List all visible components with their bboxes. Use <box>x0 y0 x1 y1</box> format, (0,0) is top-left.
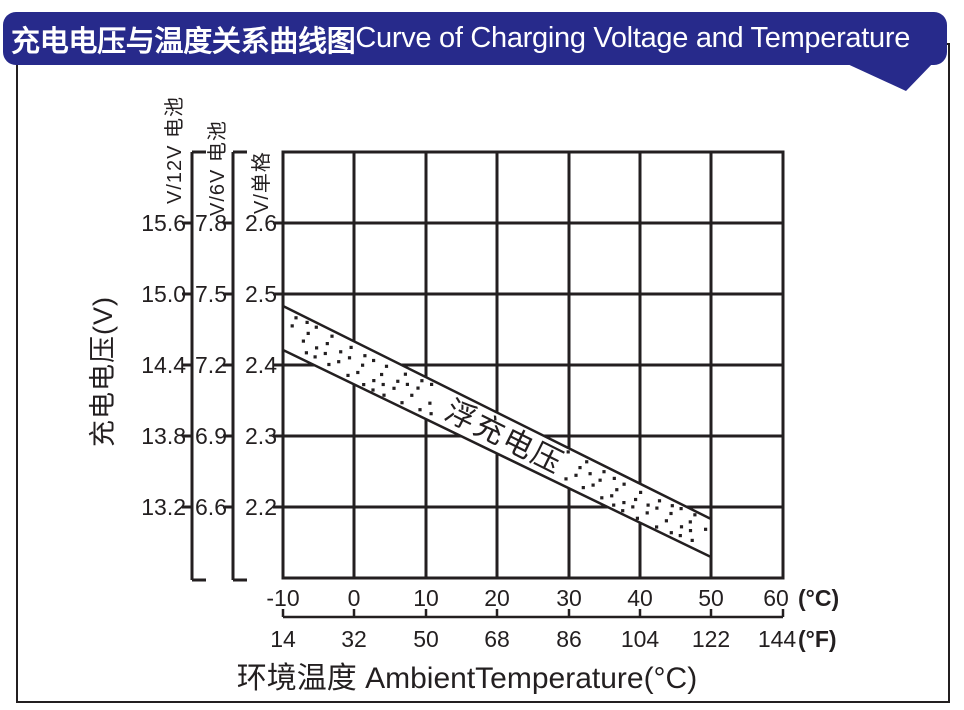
y-axis-6v <box>223 150 247 582</box>
y-ticks-6v: 7.8 7.5 7.2 6.9 6.6 <box>195 210 227 520</box>
y-tick-label: 7.5 <box>195 281 227 307</box>
x-tick-label: 68 <box>484 626 510 652</box>
y-axis-12v-label: V/12V 电池 <box>163 96 186 204</box>
x-tick-label: 122 <box>692 626 730 652</box>
x-tick-label: 0 <box>348 585 361 611</box>
y-tick-label: 14.4 <box>141 352 186 378</box>
x-tick-label: 50 <box>698 585 724 611</box>
x-tick-label: 86 <box>556 626 582 652</box>
x-tick-label: 144 <box>758 626 797 652</box>
x-tick-label: 30 <box>556 585 582 611</box>
y-tick-label: 6.6 <box>195 494 227 520</box>
y-axis-title: 充电电压(V) <box>88 296 118 447</box>
y-tick-label: 2.2 <box>245 494 277 520</box>
y-ticks-12v: 15.6 15.0 14.4 13.8 13.2 <box>141 210 186 520</box>
y-tick-label: 2.3 <box>245 423 277 449</box>
y-tick-label: 2.5 <box>245 281 277 307</box>
y-tick-label: 6.9 <box>195 423 227 449</box>
x-tick-label: 40 <box>627 585 653 611</box>
fahrenheit-unit-label: (°F) <box>798 626 837 652</box>
y-tick-label: 13.2 <box>141 494 186 520</box>
x-tick-label: 50 <box>413 626 439 652</box>
banner-title-en: Curve of Charging Voltage and Temperatur… <box>355 22 911 54</box>
y-axis-6v-label: V/6V 电池 <box>206 120 229 216</box>
band-dots <box>290 316 708 542</box>
celsius-unit-label: (°C) <box>798 585 839 611</box>
y-tick-label: 2.6 <box>245 210 277 236</box>
y-tick-label: 2.4 <box>245 352 277 378</box>
y-tick-label: 15.0 <box>141 281 186 307</box>
band-outline <box>281 303 713 559</box>
x-ticks-celsius: -10 0 10 20 30 40 50 60 (°C) <box>266 585 839 611</box>
x-tick-label: -10 <box>266 585 299 611</box>
y-axis-cell-ticks <box>273 221 283 509</box>
banner-title-zh: 充电电压与温度关系曲线图 <box>11 25 356 58</box>
y-tick-label: 7.8 <box>195 210 227 236</box>
fahrenheit-axis <box>281 609 785 619</box>
y-axis-12v <box>182 150 206 582</box>
y-tick-label: 13.8 <box>141 423 186 449</box>
x-axis-title: 环境温度 AmbientTemperature(°C) <box>237 662 697 695</box>
x-tick-label: 32 <box>341 626 367 652</box>
title-banner: 充电电压与温度关系曲线图 Curve of Charging Voltage an… <box>3 12 947 65</box>
y-tick-label: 7.2 <box>195 352 227 378</box>
x-ticks-fahrenheit: 14 32 50 68 86 104 122 144 (°F) <box>270 626 836 652</box>
banner-tail <box>843 62 934 91</box>
y-axis-cell-label: V/单格 <box>250 151 273 214</box>
x-tick-label: 104 <box>621 626 660 652</box>
y-ticks-cell: 2.6 2.5 2.4 2.3 2.2 <box>245 210 277 520</box>
x-tick-label: 10 <box>413 585 439 611</box>
y-tick-label: 15.6 <box>141 210 186 236</box>
x-tick-label: 14 <box>270 626 296 652</box>
x-tick-label: 60 <box>763 585 789 611</box>
x-tick-label: 20 <box>484 585 510 611</box>
y-scale-axes <box>182 150 283 582</box>
